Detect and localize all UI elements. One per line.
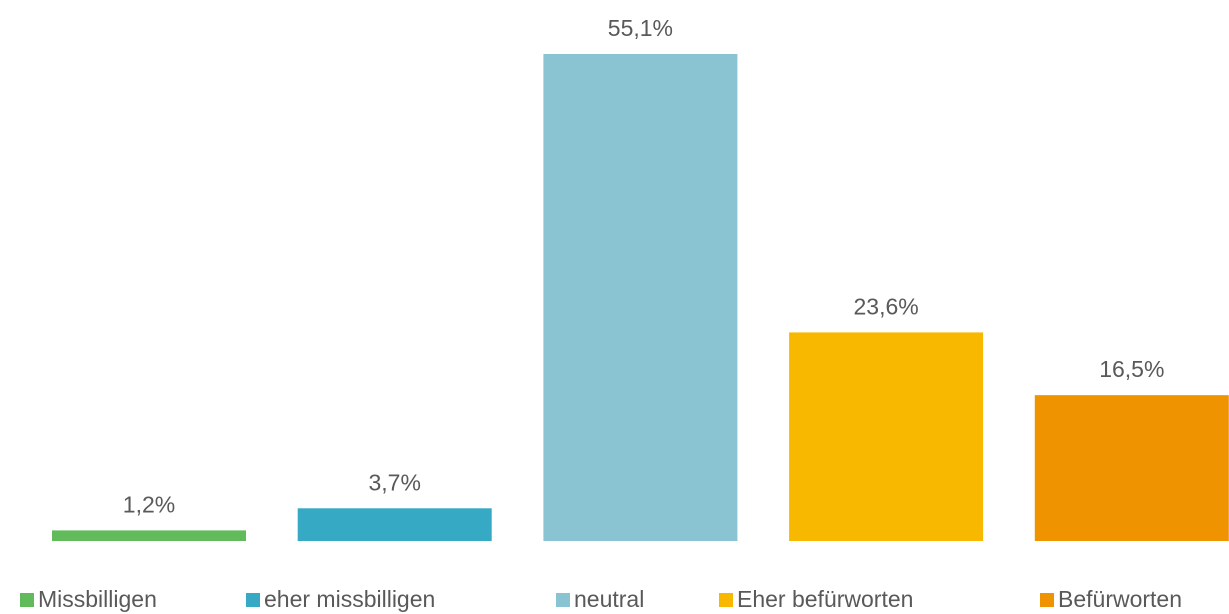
bar <box>1034 395 1229 541</box>
legend-label: Missbilligen <box>38 586 157 612</box>
value-label: 16,5% <box>1099 356 1164 382</box>
value-label: 55,1% <box>608 15 673 41</box>
legend-swatch <box>246 593 260 607</box>
bar <box>789 332 984 541</box>
legend-label: neutral <box>574 586 644 612</box>
legend-swatch <box>1040 593 1054 607</box>
legend-label: Eher befürworten <box>737 586 913 612</box>
value-label: 3,7% <box>368 469 420 495</box>
bar <box>543 54 738 541</box>
bar <box>52 530 246 541</box>
legend-swatch <box>556 593 570 607</box>
legend-label: Befürworten <box>1058 586 1182 612</box>
value-label: 23,6% <box>853 293 918 319</box>
value-label: 1,2% <box>123 491 175 517</box>
legend-label: eher missbilligen <box>264 586 435 612</box>
legend-swatch <box>719 593 733 607</box>
legend-swatch <box>20 593 34 607</box>
bar <box>297 508 492 541</box>
